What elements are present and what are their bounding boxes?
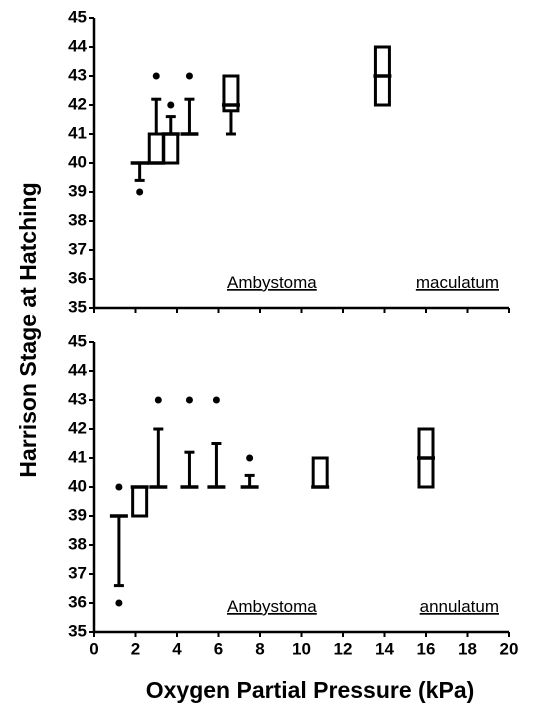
y-tick-label: 37 — [68, 239, 87, 258]
x-tick-label: 8 — [255, 639, 264, 658]
x-tick-label: 4 — [172, 639, 182, 658]
outlier — [185, 396, 193, 404]
x-tick-label: 18 — [458, 639, 477, 658]
x-tick-label: 2 — [131, 639, 140, 658]
y-tick-label: 37 — [68, 563, 87, 582]
outlier — [154, 396, 162, 404]
box — [222, 74, 240, 113]
annotation-species: maculatum — [416, 273, 499, 292]
x-axis-label: Oxygen Partial Pressure (kPa) — [146, 677, 475, 703]
y-tick-label: 36 — [68, 592, 87, 611]
outlier — [246, 454, 254, 462]
y-tick-label: 40 — [68, 476, 87, 495]
y-tick-label: 39 — [68, 505, 87, 524]
annotation-species: annulatum — [420, 597, 499, 616]
box — [131, 485, 149, 518]
x-tick-label: 14 — [375, 639, 394, 658]
y-tick-label: 36 — [68, 268, 87, 287]
x-tick-label: 0 — [89, 639, 98, 658]
y-tick-label: 44 — [68, 360, 87, 379]
y-tick-label: 38 — [68, 534, 87, 553]
annotation-genus: Ambystoma — [227, 597, 317, 616]
y-tick-label: 41 — [68, 123, 87, 142]
box — [311, 456, 329, 489]
y-tick-label: 39 — [68, 181, 87, 200]
y-tick-label: 42 — [68, 94, 87, 113]
outlier — [115, 599, 123, 607]
x-tick-label: 12 — [334, 639, 353, 658]
x-tick-label: 20 — [500, 639, 519, 658]
y-tick-label: 41 — [68, 447, 87, 466]
y-tick-label: 38 — [68, 210, 87, 229]
outlier — [167, 101, 175, 109]
y-tick-label: 45 — [68, 7, 87, 26]
y-axis-label: Harrison Stage at Hatching — [15, 182, 41, 477]
box — [147, 132, 165, 165]
y-tick-label: 45 — [68, 331, 87, 350]
y-tick-label: 43 — [68, 65, 87, 84]
x-tick-label: 10 — [292, 639, 311, 658]
outlier — [136, 188, 144, 196]
outlier — [185, 72, 193, 80]
outlier — [152, 72, 160, 80]
box — [162, 132, 180, 165]
y-tick-label: 44 — [68, 36, 87, 55]
annotation-genus: Ambystoma — [227, 273, 317, 292]
x-tick-label: 6 — [214, 639, 223, 658]
outlier — [115, 483, 123, 491]
x-tick-label: 16 — [417, 639, 436, 658]
y-tick-label: 43 — [68, 389, 87, 408]
y-tick-label: 40 — [68, 152, 87, 171]
outlier — [212, 396, 220, 404]
y-tick-label: 35 — [68, 297, 87, 316]
y-tick-label: 42 — [68, 418, 87, 437]
y-tick-label: 35 — [68, 621, 87, 640]
